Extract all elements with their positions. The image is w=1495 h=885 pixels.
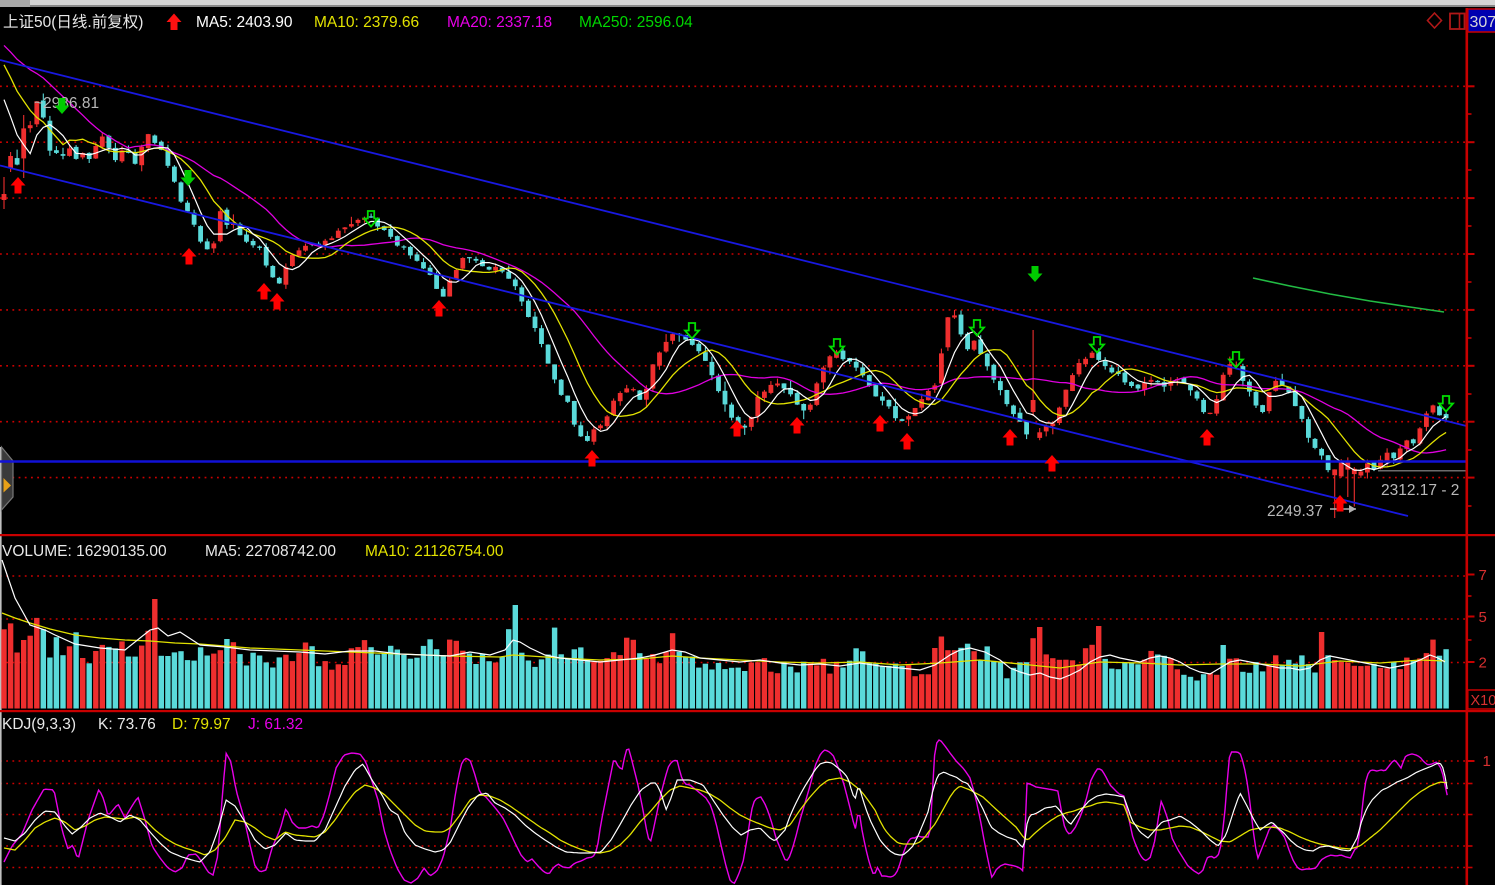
svg-text:VOLUME: 16290135.00: VOLUME: 16290135.00 [2, 543, 167, 560]
svg-text:MA20: 2337.18: MA20: 2337.18 [447, 14, 552, 31]
svg-text:MA10: 2379.66: MA10: 2379.66 [314, 14, 419, 31]
svg-text:2: 2 [1479, 655, 1487, 672]
svg-text:307: 307 [1470, 14, 1495, 31]
svg-text:X10: X10 [1471, 693, 1495, 709]
svg-text:MA5: 2403.90: MA5: 2403.90 [196, 14, 293, 31]
svg-text:上证50(日线.前复权): 上证50(日线.前复权) [3, 13, 143, 31]
svg-text:7: 7 [1479, 567, 1487, 584]
svg-text:2249.37: 2249.37 [1267, 503, 1323, 520]
svg-text:2312.17 - 2: 2312.17 - 2 [1381, 482, 1459, 499]
svg-text:D: 79.97: D: 79.97 [172, 716, 231, 733]
svg-text:1: 1 [1483, 753, 1491, 770]
svg-text:~2986.81: ~2986.81 [34, 95, 99, 112]
svg-text:MA5: 22708742.00: MA5: 22708742.00 [205, 543, 336, 560]
svg-text:J: 61.32: J: 61.32 [248, 716, 303, 733]
svg-text:KDJ(9,3,3): KDJ(9,3,3) [2, 716, 76, 733]
svg-text:MA250: 2596.04: MA250: 2596.04 [579, 14, 693, 31]
svg-text:K: 73.76: K: 73.76 [98, 716, 156, 733]
svg-text:MA10: 21126754.00: MA10: 21126754.00 [365, 543, 504, 560]
svg-text:5: 5 [1479, 609, 1487, 626]
